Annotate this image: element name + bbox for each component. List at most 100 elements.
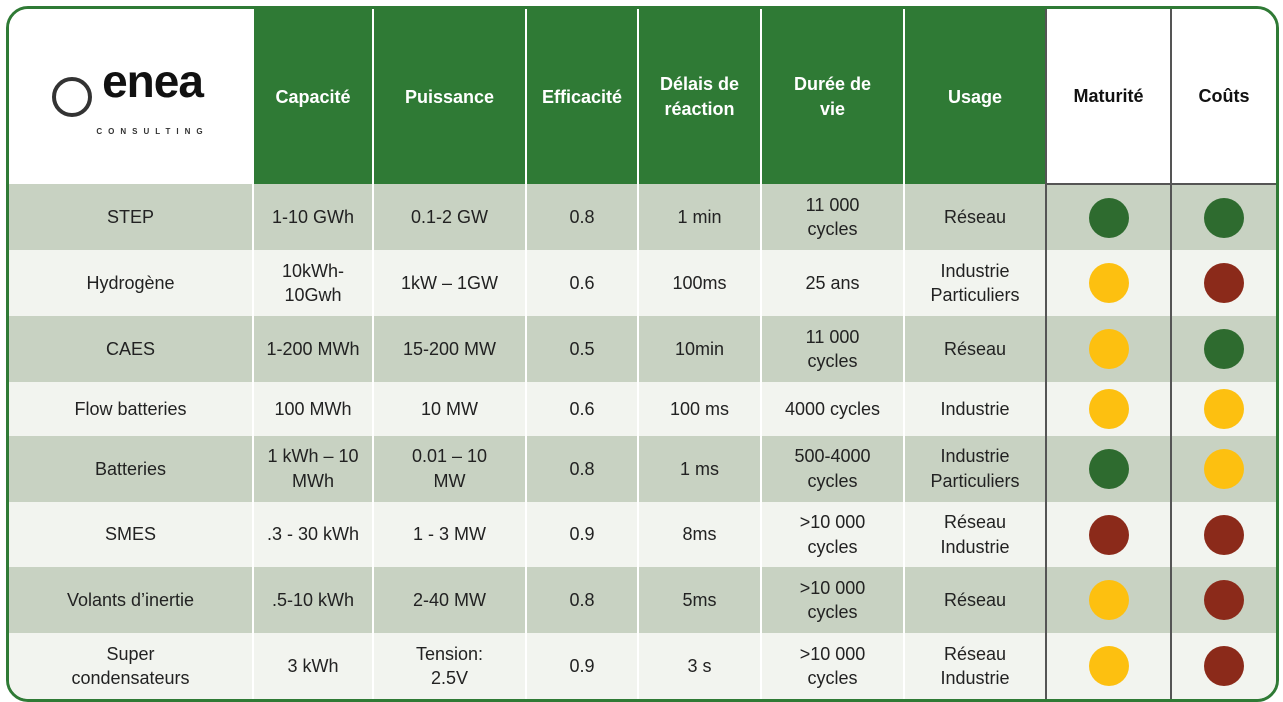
cell: 0.6 [525, 381, 638, 436]
cell: 0.8 [525, 435, 638, 502]
row-label: Batteries [9, 435, 253, 502]
table-body: STEP 1-10 GWh 0.1-2 GW 0.8 1 min 11 000 cycle… [9, 184, 1276, 699]
status-dot [1204, 580, 1244, 621]
cell: Industrie [903, 381, 1046, 436]
row-label: Hydrogène [9, 250, 253, 317]
cell: 3 kWh [252, 633, 373, 699]
cell: 1kW – 1GW [372, 250, 526, 317]
status-cell [1045, 567, 1171, 634]
status-cell [1170, 250, 1276, 317]
cell: 0.8 [525, 567, 638, 634]
cell: 10kWh- 10Gwh [252, 250, 373, 317]
cell: 5ms [637, 567, 761, 634]
status-cell [1045, 435, 1171, 502]
status-dot [1204, 263, 1244, 304]
row-label: CAES [9, 316, 253, 382]
status-dot [1204, 514, 1244, 555]
cell: Tension: 2.5V [372, 633, 526, 699]
status-cell [1170, 567, 1276, 634]
cell: 1-200 MWh [252, 316, 373, 382]
status-dot [1088, 197, 1129, 238]
cell: 0.5 [525, 316, 638, 382]
status-cell [1045, 316, 1171, 382]
cell: Réseau Industrie [903, 633, 1046, 699]
cell: >10 000 cycles [760, 567, 904, 634]
cell: 0.9 [525, 501, 638, 568]
table-row: Flow batteries 100 MWh 10 MW 0.6 100 ms 4000 … [9, 381, 1276, 436]
status-cell [1045, 381, 1171, 436]
table-row: CAES 1-200 MWh 15-200 MW 0.5 10min 11 000 cyc… [9, 316, 1276, 382]
status-dot [1204, 328, 1244, 369]
cell: >10 000 cycles [760, 501, 904, 568]
status-dot [1088, 448, 1129, 489]
row-label: Super condensateurs [9, 633, 253, 699]
cell: 10 MW [372, 381, 526, 436]
table-row: Super condensateurs 3 kWh Tension: 2.5V 0.9… [9, 633, 1276, 699]
status-cell [1045, 501, 1171, 568]
cell: 500-4000 cycles [760, 435, 904, 502]
cell: 1 kWh – 10 MWh [252, 435, 373, 502]
cell: 10min [637, 316, 761, 382]
cell: 1-10 GWh [252, 184, 373, 251]
cell: 0.6 [525, 250, 638, 317]
status-cell [1170, 316, 1276, 382]
status-cell [1170, 381, 1276, 436]
status-cell [1170, 435, 1276, 502]
cell: 3 s [637, 633, 761, 699]
cell: Réseau [903, 567, 1046, 634]
column-header: Efficacité [525, 9, 638, 185]
cell: .5-10 kWh [252, 567, 373, 634]
row-label: Flow batteries [9, 381, 253, 436]
logo-box: enea CONSULTING [13, 33, 248, 160]
cell: 0.1-2 GW [372, 184, 526, 251]
cell: Industrie Particuliers [903, 435, 1046, 502]
table-row: SMES .3 - 30 kWh 1 - 3 MW 0.9 8ms >10 000 cyc… [9, 501, 1276, 568]
status-cell [1045, 250, 1171, 317]
logo-tagline: CONSULTING [96, 126, 209, 136]
cell: 2-40 MW [372, 567, 526, 634]
column-header: Délais de réaction [637, 9, 761, 185]
status-dot [1088, 580, 1129, 621]
cell: 1 - 3 MW [372, 501, 526, 568]
status-cell [1170, 633, 1276, 699]
cell: 0.01 – 10 MW [372, 435, 526, 502]
table-row: Volants d’inertie .5-10 kWh 2-40 MW 0.8 5ms >… [9, 567, 1276, 634]
status-dot [1204, 197, 1244, 238]
status-cell [1045, 633, 1171, 699]
logo-text: enea CONSULTING [96, 33, 208, 160]
status-dot [1204, 646, 1244, 687]
status-dot [1204, 388, 1244, 429]
cell: 100 ms [637, 381, 761, 436]
cell: 4000 cycles [760, 381, 904, 436]
row-label: Volants d’inertie [9, 567, 253, 634]
cell: 11 000 cycles [760, 184, 904, 251]
cell: 1 min [637, 184, 761, 251]
cell: Réseau [903, 184, 1046, 251]
status-cell [1170, 501, 1276, 568]
logo-ring [52, 76, 93, 117]
status-dot [1088, 646, 1129, 687]
header-row: enea CONSULTING Capacité Puissance Efficac… [9, 9, 1276, 186]
cell: 0.8 [525, 184, 638, 251]
comparison-table: enea CONSULTING Capacité Puissance Efficac… [9, 9, 1276, 699]
column-header: Usage [903, 9, 1046, 185]
status-dot [1088, 388, 1129, 429]
cell: >10 000 cycles [760, 633, 904, 699]
cell: 15-200 MW [372, 316, 526, 382]
table-frame: enea CONSULTING Capacité Puissance Efficac… [6, 6, 1279, 702]
column-header: Puissance [372, 9, 526, 185]
table-row: STEP 1-10 GWh 0.1-2 GW 0.8 1 min 11 000 cycle… [9, 184, 1276, 251]
cell: 11 000 cycles [760, 316, 904, 382]
column-header: Capacité [252, 9, 373, 185]
column-header: Durée de vie [760, 9, 904, 185]
table-row: Hydrogène 10kWh- 10Gwh 1kW – 1GW 0.6 100ms 25… [9, 250, 1276, 317]
column-header: Maturité [1045, 9, 1171, 186]
row-label: STEP [9, 184, 253, 251]
status-dot [1204, 448, 1244, 489]
cell: 0.9 [525, 633, 638, 699]
table-row: Batteries 1 kWh – 10 MWh 0.01 – 10 MW 0.8 1 … [9, 435, 1276, 502]
status-dot [1088, 328, 1129, 369]
status-cell [1170, 184, 1276, 251]
row-label: SMES [9, 501, 253, 568]
logo-name: enea [102, 54, 204, 107]
